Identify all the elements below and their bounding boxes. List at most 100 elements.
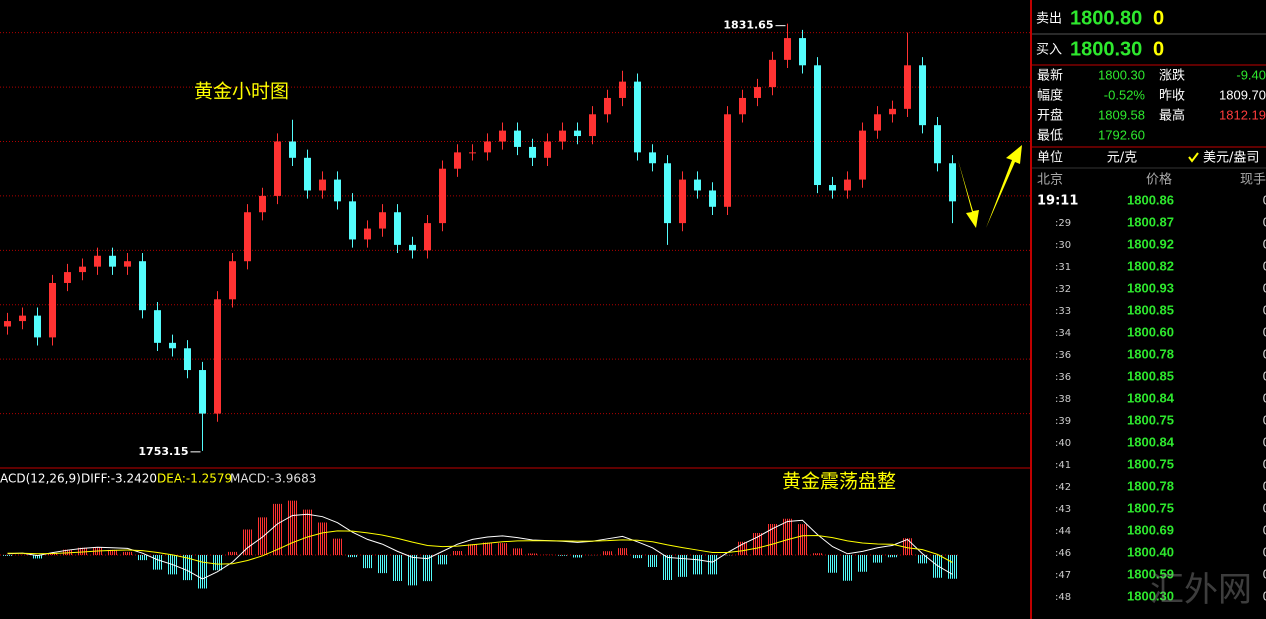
price-chart: 1831.65 1753.15 <box>0 19 1030 589</box>
candle-body <box>94 255 101 267</box>
tick-time: :39 <box>1055 416 1071 427</box>
candle-body <box>34 315 41 338</box>
candle-body <box>844 179 851 191</box>
tick-price: 1800.87 <box>1127 214 1174 229</box>
diff-label: DIFF:-3.2420 <box>81 472 157 486</box>
tick-price: 1800.78 <box>1127 478 1174 493</box>
tick-time: :31 <box>1055 262 1071 273</box>
candle-body <box>319 179 326 191</box>
ticks-header: 价格 <box>1146 172 1172 188</box>
macd-line <box>7 530 953 565</box>
candle-body <box>439 168 446 224</box>
stat-value: 1809.70 <box>1219 87 1266 102</box>
candle-body <box>229 261 236 300</box>
stat-value: -9.40 <box>1236 67 1266 82</box>
tick-volume: 0 <box>1263 390 1266 405</box>
tick-time: :40 <box>1055 438 1071 449</box>
stat-label: 涨跌 <box>1159 68 1185 84</box>
candle-body <box>574 130 581 137</box>
stat-label: 开盘 <box>1037 108 1063 124</box>
tick-volume: 0 <box>1263 280 1266 295</box>
candle-body <box>649 152 656 164</box>
tick-time: :38 <box>1055 394 1071 405</box>
candle-body <box>619 81 626 98</box>
unit-option[interactable]: 美元/盎司 <box>1203 151 1259 166</box>
tick-price: 1800.40 <box>1127 544 1174 559</box>
candle-body <box>544 141 551 158</box>
stat-value: 1792.60 <box>1098 127 1145 142</box>
tick-time: :33 <box>1055 306 1071 317</box>
candle-body <box>604 97 611 115</box>
tick-price: 1800.30 <box>1127 588 1174 603</box>
candle-body <box>364 228 371 240</box>
stat-label: 最高 <box>1159 108 1185 124</box>
unit-label: 单位 <box>1037 151 1063 166</box>
candle-body <box>139 261 146 311</box>
candle-body <box>259 195 266 213</box>
tick-time: 19:11 <box>1037 194 1078 209</box>
tick-volume: 0 <box>1263 456 1266 471</box>
dea-label: DEA:-1.2579 <box>157 472 232 486</box>
arrow-down <box>958 160 979 228</box>
sell-label: 卖出 <box>1036 12 1062 27</box>
stat-value: 1812.19 <box>1219 107 1266 122</box>
tick-price: 1800.78 <box>1127 346 1174 361</box>
stat-label: 最新 <box>1037 68 1063 84</box>
candle-body <box>349 201 356 240</box>
tick-price: 1800.92 <box>1127 236 1174 251</box>
candle-body <box>784 38 791 60</box>
stat-value: 1809.58 <box>1098 107 1145 122</box>
macd-header: ACD(12,26,9) DIFF:-3.2420 DEA:-1.2579 MA… <box>0 472 316 486</box>
candle-body <box>244 212 251 262</box>
candle-body <box>724 114 731 207</box>
tick-volume: 0 <box>1263 566 1266 581</box>
check-icon <box>1188 152 1199 163</box>
candle-body <box>634 81 641 153</box>
tick-time: :44 <box>1055 526 1071 537</box>
tick-time: :42 <box>1055 482 1071 493</box>
candle-body <box>799 38 806 66</box>
buy-qty: 0 <box>1153 38 1164 60</box>
sell-price: 1800.80 <box>1070 7 1142 29</box>
tick-time: :43 <box>1055 504 1071 515</box>
tick-price: 1800.93 <box>1127 280 1174 295</box>
tick-time: :47 <box>1055 570 1071 581</box>
high-label: 1831.65 <box>723 19 773 32</box>
candle-body <box>919 65 926 126</box>
tick-volume: 0 <box>1263 236 1266 251</box>
candle-body <box>379 212 386 229</box>
candle-body <box>109 255 116 267</box>
buy-label: 买入 <box>1036 43 1062 58</box>
candle-body <box>694 179 701 191</box>
candle-body <box>454 152 461 169</box>
tick-volume: 0 <box>1263 544 1266 559</box>
tick-volume: 0 <box>1263 500 1266 515</box>
tick-volume: 0 <box>1263 478 1266 493</box>
candle-body <box>154 310 161 343</box>
candle-body <box>769 59 776 88</box>
candle-body <box>394 212 401 245</box>
tick-volume: 0 <box>1263 258 1266 273</box>
tick-price: 1800.60 <box>1127 324 1174 339</box>
candle-body <box>949 163 956 202</box>
stat-value: 1800.30 <box>1098 67 1145 82</box>
candle-body <box>754 87 761 98</box>
candle-body <box>424 223 431 251</box>
arrow-up <box>986 145 1022 228</box>
tick-volume: 0 <box>1263 214 1266 229</box>
unit-option[interactable]: 元/克 <box>1107 151 1137 166</box>
candle-body <box>484 141 491 153</box>
candle-body <box>529 146 536 158</box>
tick-time: :36 <box>1055 350 1071 361</box>
tick-price: 1800.75 <box>1127 456 1174 471</box>
tick-price: 1800.75 <box>1127 412 1174 427</box>
candle-body <box>874 114 881 131</box>
candle-body <box>169 342 176 349</box>
tick-volume: 0 <box>1263 324 1266 339</box>
candle-body <box>199 370 206 414</box>
candle-body <box>514 130 521 147</box>
watermark: 汇外网 <box>1150 570 1252 610</box>
candle-body <box>829 185 836 191</box>
